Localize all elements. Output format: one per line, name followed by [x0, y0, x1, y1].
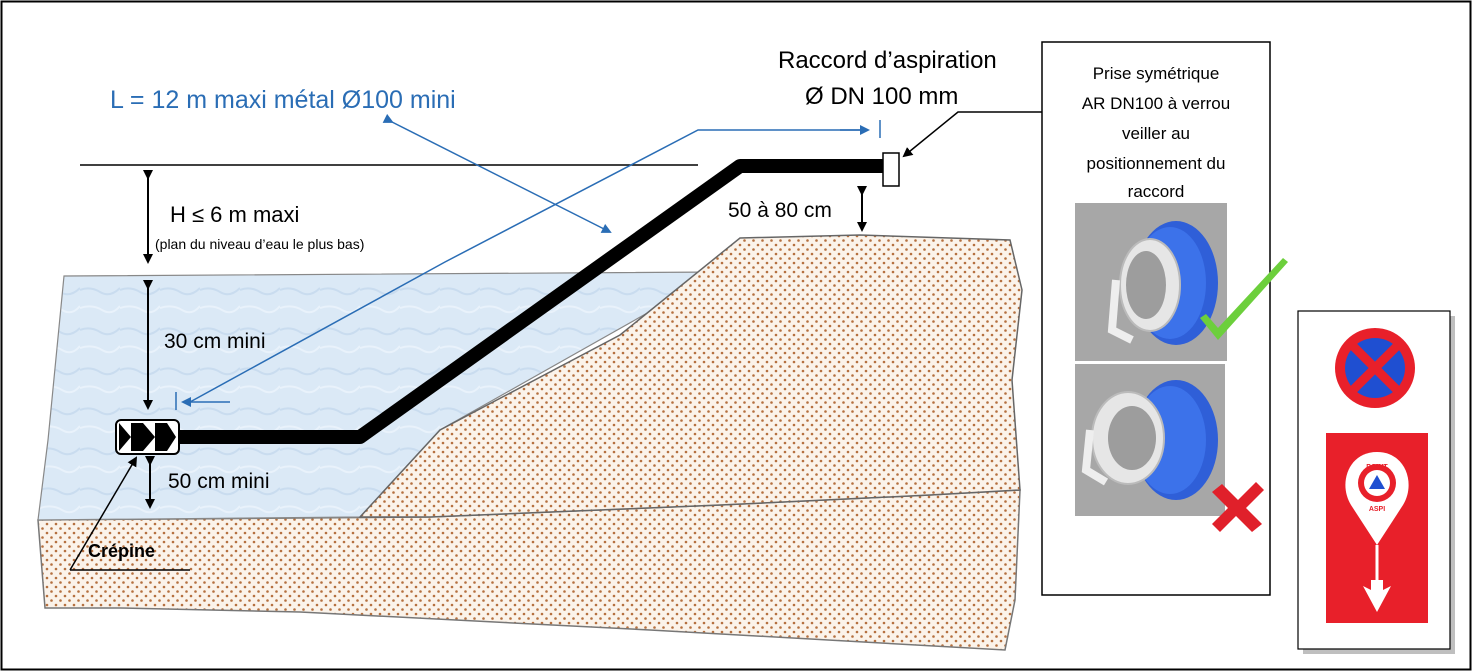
length-pointer-arrow [382, 113, 612, 233]
ground-bank [358, 234, 1023, 518]
fitting-text-line-3: veiller au [1122, 124, 1190, 143]
bottom-depth-label: 50 cm mini [168, 470, 270, 493]
suction-title: Raccord d’aspiration [778, 47, 997, 74]
water-point-sign: POINT ASPI [1326, 433, 1428, 623]
fitting-text-line-2: AR DN100 à verrou [1082, 94, 1230, 113]
wrong-coupling-photo [1075, 364, 1225, 516]
strainer-label: Crépine [88, 541, 155, 561]
triangle-icon [1369, 475, 1385, 489]
check-icon [1200, 258, 1288, 340]
correct-coupling-photo [1075, 203, 1227, 361]
sign-top-text: POINT [1366, 464, 1388, 471]
fitting-text-line-4: positionnement du [1087, 154, 1226, 173]
height-note: (plan du niveau d’eau le plus bas) [155, 236, 364, 252]
suction-pipe [178, 159, 884, 444]
strainer-pointer [69, 456, 138, 571]
cross-icon [1212, 482, 1264, 532]
no-stopping-sign-icon [1335, 328, 1415, 408]
clearance-label: 50 à 80 cm [728, 199, 832, 222]
fitting-panel: Prise symétrique AR DN100 à verrou veill… [1041, 41, 1288, 596]
suction-dn: Ø DN 100 mm [805, 83, 958, 110]
top-depth-label: 30 cm mini [164, 330, 266, 353]
suction-pointer [902, 111, 1045, 158]
fitting-text-line-5: raccord [1128, 182, 1185, 201]
fitting-text-line-1: Prise symétrique [1093, 64, 1220, 83]
strainer-icon [115, 419, 180, 455]
length-label: L = 12 m maxi métal Ø100 mini [110, 86, 456, 114]
down-arrow-icon [1363, 580, 1391, 612]
sign-bottom-text: ASPI [1369, 506, 1385, 513]
height-label: H ≤ 6 m maxi [170, 202, 299, 227]
sign-panel: POINT ASPI [1297, 310, 1455, 654]
suction-coupling [882, 152, 900, 187]
